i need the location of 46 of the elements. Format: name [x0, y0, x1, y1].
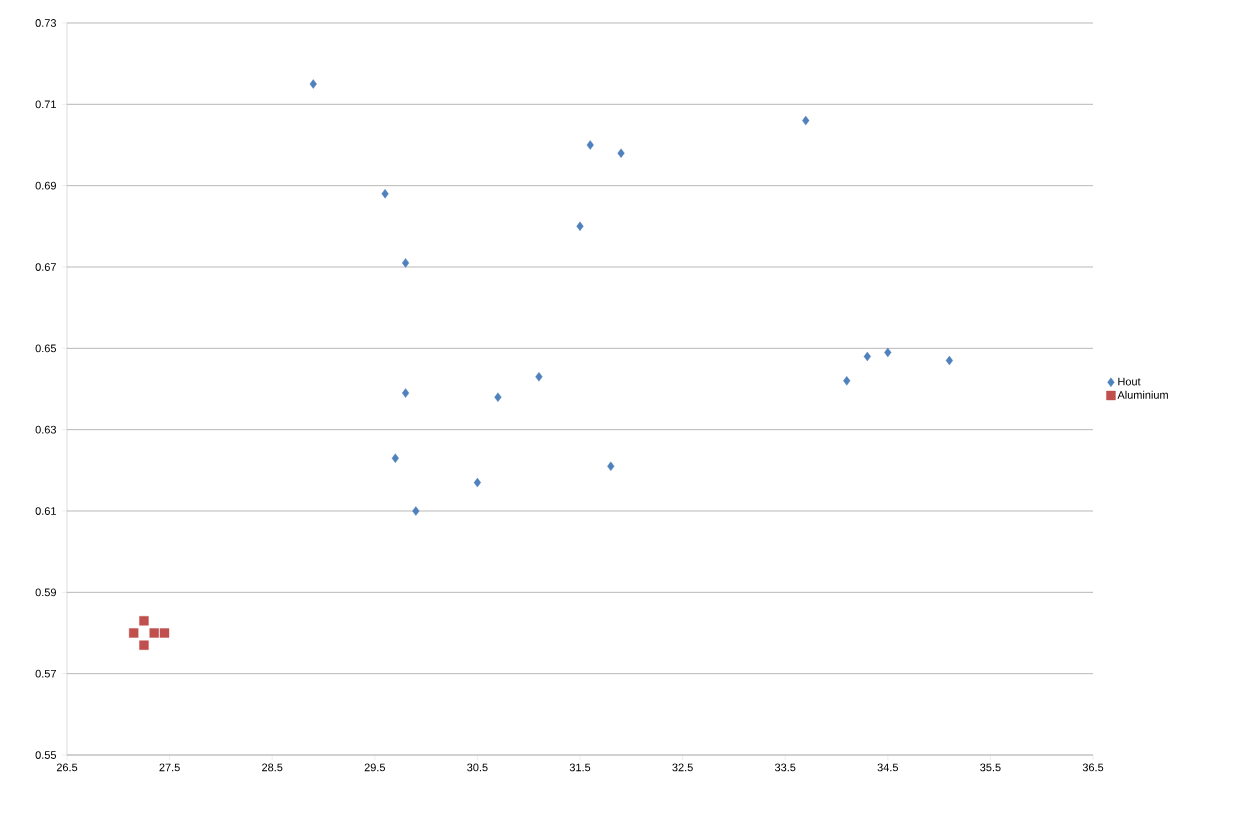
point — [381, 189, 389, 199]
point — [391, 453, 399, 463]
point — [494, 392, 502, 402]
y-tick-label: 0.69 — [35, 181, 56, 190]
y-tick-label: 0.63 — [35, 425, 56, 434]
y-tick-label: 0.65 — [35, 344, 57, 353]
y-tick-label: 0.73 — [35, 19, 56, 27]
x-tick-label: 36.5 — [1082, 763, 1104, 772]
point — [159, 628, 170, 638]
point — [586, 140, 594, 150]
point — [802, 115, 810, 126]
point — [149, 628, 159, 638]
point — [863, 351, 871, 362]
x-tick-label: 33.5 — [774, 763, 796, 772]
point — [128, 628, 139, 638]
point — [139, 616, 149, 626]
x-tick-label: 30.5 — [467, 763, 488, 772]
point — [884, 347, 892, 358]
x-tick-label: 35.5 — [980, 763, 1001, 772]
point — [412, 506, 420, 516]
point — [309, 79, 317, 89]
y-tick-label: 0.61 — [35, 507, 56, 515]
x-tick-label: 27.5 — [159, 763, 180, 772]
point — [576, 221, 584, 232]
x-tick-label: 28.5 — [262, 763, 283, 772]
x-tick-label: 29.5 — [364, 763, 385, 772]
y-tick-label: 0.71 — [35, 100, 56, 109]
y-tick-label: 0.67 — [35, 263, 56, 271]
point — [473, 477, 481, 488]
point — [535, 372, 543, 382]
point — [607, 461, 615, 471]
legend-label: Aluminium — [1117, 390, 1168, 399]
x-tick-label: 32.5 — [672, 763, 693, 772]
y-tick-label: 0.59 — [35, 588, 56, 597]
point — [617, 148, 625, 158]
y-tick-label: 0.55 — [35, 751, 57, 759]
point — [402, 258, 410, 268]
y-tick-label: 0.57 — [35, 669, 56, 678]
x-tick-label: 31.5 — [569, 763, 591, 772]
point — [139, 640, 149, 650]
point — [843, 376, 851, 386]
x-tick-label: 34.5 — [877, 763, 898, 772]
x-tick-label: 26.5 — [56, 763, 78, 772]
legend-label: Hout — [1118, 377, 1141, 386]
point — [402, 388, 410, 398]
point — [945, 355, 953, 366]
